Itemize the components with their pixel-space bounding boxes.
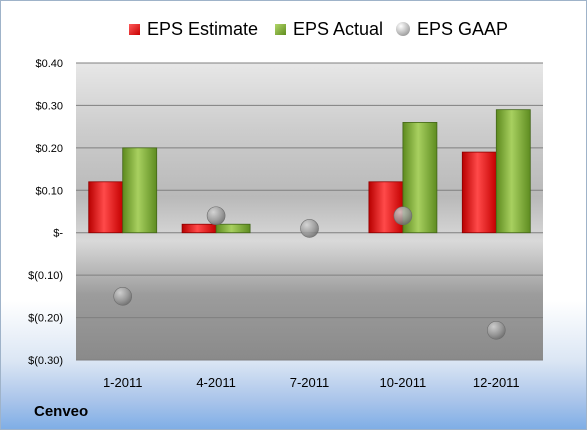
y-tick-label: $(0.20) <box>28 313 63 325</box>
legend-item-estimate: EPS Estimate <box>129 17 258 41</box>
x-tick-label: 4-2011 <box>196 375 236 390</box>
legend-swatch-actual <box>275 23 286 35</box>
legend-label-actual: EPS Actual <box>293 18 384 39</box>
x-tick-label: 10-2011 <box>380 375 427 390</box>
eps-gaap-point <box>206 206 226 226</box>
eps-gaap-point <box>486 320 506 340</box>
x-tick-label: 1-2011 <box>103 375 143 390</box>
eps-gaap-point <box>113 287 132 306</box>
y-tick-label: $(0.10) <box>28 270 63 282</box>
y-tick-label: $0.30 <box>35 100 63 112</box>
eps-gaap-point <box>393 206 413 226</box>
y-tick-label: $0.40 <box>35 58 63 70</box>
legend-item-actual: EPS Actual <box>275 17 383 41</box>
legend-label-gaap: EPS GAAP <box>417 18 509 39</box>
legend-item-gaap: EPS GAAP <box>396 17 508 41</box>
y-tick-label: $0.20 <box>35 143 63 155</box>
x-tick-label: 7-2011 <box>290 375 330 390</box>
legend-swatch-estimate <box>129 23 140 35</box>
x-tick-label: 12-2011 <box>473 375 520 390</box>
eps-estimate-bar <box>461 151 497 234</box>
y-tick-label: $(0.30) <box>28 355 63 367</box>
y-tick-label: $- <box>53 228 63 240</box>
eps-actual-bar <box>122 147 158 234</box>
eps-actual-bar <box>215 223 251 234</box>
eps-estimate-bar <box>181 223 217 234</box>
legend-swatch-gaap <box>396 22 410 36</box>
company-name: Cenveo <box>34 403 89 420</box>
y-tick-label: $0.10 <box>35 185 63 197</box>
eps-estimate-bar <box>368 181 404 234</box>
legend-label-estimate: EPS Estimate <box>147 18 259 39</box>
eps-gaap-point <box>300 219 319 238</box>
eps-actual-bar <box>495 109 531 234</box>
eps-estimate-bar <box>88 181 124 234</box>
